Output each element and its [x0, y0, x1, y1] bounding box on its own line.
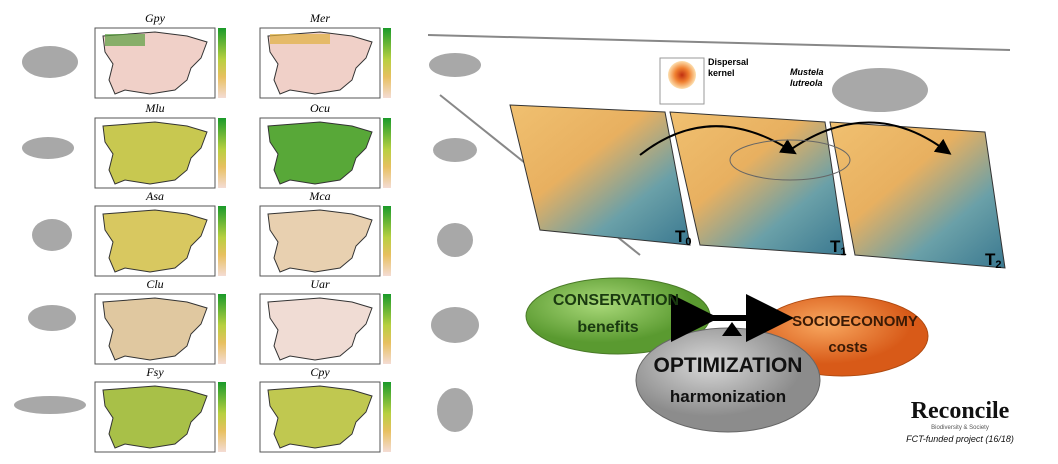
divider [427, 34, 1011, 51]
socioeconomy-title: SOCIOECONOMY [792, 313, 918, 330]
species-code: Ocu [310, 101, 330, 115]
species-code: Mer [309, 11, 330, 25]
logo-tagline: Biodiversity & Society [931, 425, 989, 431]
species-code: Gpy [145, 11, 166, 25]
conservation-sub: benefits [577, 319, 638, 336]
species-code: Cpy [310, 365, 330, 379]
species-code: Uar [310, 277, 330, 291]
species-code: Mca [308, 189, 330, 203]
fulcrum [722, 322, 742, 336]
species-label: Mustela lutreola [790, 67, 824, 88]
species-codes: Gpy Mer Mlu Ocu Asa Mca Clu Uar Fsy Cpy [144, 11, 330, 379]
kernel-label: Dispersal kernel [708, 57, 749, 78]
species-maps [94, 27, 391, 453]
socioeconomy-sub: costs [828, 339, 867, 356]
logo-name: Reconcile [911, 398, 1010, 424]
conservation-title: CONSERVATION [553, 292, 679, 309]
species-code: Clu [146, 277, 163, 291]
time-step: T0 [675, 227, 692, 248]
species-code: Fsy [145, 365, 164, 379]
logo-note: FCT-funded project (16/18) [906, 434, 1014, 444]
optimization-title: OPTIMIZATION [654, 354, 803, 377]
species-code: Asa [145, 189, 164, 203]
time-step: T1 [830, 237, 847, 258]
time-step: T2 [985, 250, 1002, 271]
optimization-ellipse [635, 327, 821, 433]
animal-icons [14, 46, 928, 432]
optimization-sub: harmonization [670, 387, 786, 406]
temporal-maps [509, 57, 1006, 269]
species-code: Mlu [144, 101, 164, 115]
